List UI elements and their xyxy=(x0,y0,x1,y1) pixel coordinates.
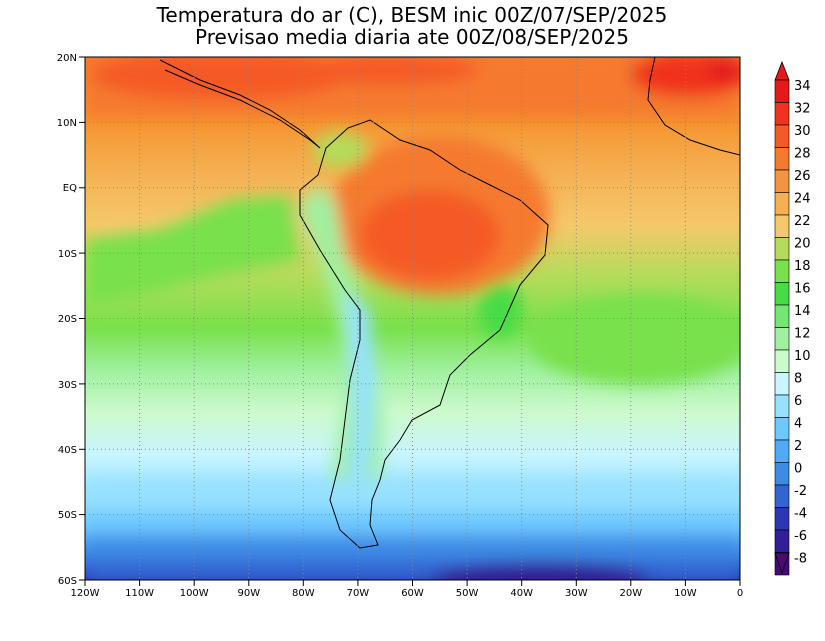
colorbar-box xyxy=(774,349,790,373)
lat-tick-label: 30S xyxy=(58,380,77,391)
lon-tick-label: 50W xyxy=(456,588,479,599)
temperature-field xyxy=(85,57,740,580)
lat-tick-label: 50S xyxy=(58,510,77,521)
lat-tick-label: 40S xyxy=(58,445,77,456)
central-america-coastline xyxy=(159,59,321,149)
colorbar-label: 6 xyxy=(794,394,802,409)
colorbar-label: 34 xyxy=(794,79,811,94)
colorbar-box xyxy=(774,417,790,441)
lon-tick-label: 80W xyxy=(292,588,315,599)
lat-axis: 20N 10N EQ 10S 20S 30S 40S 50S 60S xyxy=(57,53,85,587)
colorbar-box xyxy=(774,124,790,148)
colorbar-label: -8 xyxy=(794,552,807,567)
colorbar-label: 22 xyxy=(794,214,811,229)
south-america-coastline xyxy=(299,119,549,549)
lon-tick-label: 90W xyxy=(237,588,260,599)
colorbar-label: 32 xyxy=(794,102,811,117)
colorbar-box xyxy=(774,462,790,486)
lat-tick-label: 10N xyxy=(57,118,77,129)
colorbar-label: -6 xyxy=(794,529,807,544)
colorbar-label: 4 xyxy=(794,417,802,432)
lat-tick-label: EQ xyxy=(63,183,77,194)
colorbar-label: 8 xyxy=(794,372,802,387)
colorbar-label: 24 xyxy=(794,192,811,207)
colorbar-box xyxy=(774,147,790,171)
lat-tick-label: 20S xyxy=(58,314,77,325)
lat-tick-label: 60S xyxy=(58,576,77,587)
map-title-line2: Previsao media diaria ate 00Z/08/SEP/202… xyxy=(195,25,629,49)
africa-coastline xyxy=(647,57,740,156)
map-title-line1: Temperatura do ar (C), BESM inic 00Z/07/… xyxy=(156,3,668,27)
lon-tick-label: 110W xyxy=(125,588,154,599)
colorbar-box xyxy=(774,169,790,193)
lon-axis: 120W 110W 100W 90W 80W 70W 60W 50W 40W 3… xyxy=(71,580,743,599)
colorbar-box xyxy=(774,529,790,553)
colorbar-label: 26 xyxy=(794,169,811,184)
colorbar-box xyxy=(774,214,790,238)
colorbar-label: 14 xyxy=(794,304,811,319)
colorbar-label: 12 xyxy=(794,327,811,342)
colorbar-box xyxy=(774,507,790,531)
colorbar-label: 16 xyxy=(794,282,811,297)
lon-tick-label: 10W xyxy=(674,588,697,599)
colorbar-box xyxy=(774,372,790,396)
colorbar-label: 30 xyxy=(794,124,811,139)
colorbar-box xyxy=(774,79,790,103)
colorbar-box xyxy=(774,237,790,261)
lon-tick-label: 20W xyxy=(619,588,642,599)
lon-tick-label: 30W xyxy=(565,588,588,599)
colorbar-label: 0 xyxy=(794,462,802,477)
colorbar-label: -2 xyxy=(794,484,807,499)
lat-tick-label: 10S xyxy=(58,249,77,260)
colorbar-label: 2 xyxy=(794,439,802,454)
colorbar-box xyxy=(774,102,790,126)
colorbar-box xyxy=(774,394,790,418)
colorbar-box xyxy=(774,259,790,283)
colorbar-box xyxy=(774,282,790,306)
lon-tick-label: 60W xyxy=(401,588,424,599)
colorbar-label: 28 xyxy=(794,147,811,162)
colorbar-box xyxy=(774,304,790,328)
colorbar-label: 10 xyxy=(794,349,811,364)
colorbar-label: -4 xyxy=(794,507,807,522)
lat-tick-label: 20N xyxy=(57,53,77,64)
colorbar-label: 20 xyxy=(794,237,811,252)
colorbar-box xyxy=(774,192,790,216)
colorbar-box xyxy=(774,439,790,463)
colorbar: 34 32 30 28 26 24 22 20 18 16 14 12 10 8… xyxy=(774,60,811,576)
lon-tick-label: 100W xyxy=(180,588,209,599)
lon-tick-label: 40W xyxy=(510,588,533,599)
lon-tick-label: 70W xyxy=(347,588,370,599)
colorbar-over-arrow xyxy=(774,60,790,81)
colorbar-label: 18 xyxy=(794,259,811,274)
colorbar-under-arrow xyxy=(774,552,790,575)
lon-tick-label: 0 xyxy=(737,588,743,599)
colorbar-box xyxy=(774,484,790,508)
lon-tick-label: 120W xyxy=(71,588,100,599)
colorbar-box xyxy=(774,327,790,351)
